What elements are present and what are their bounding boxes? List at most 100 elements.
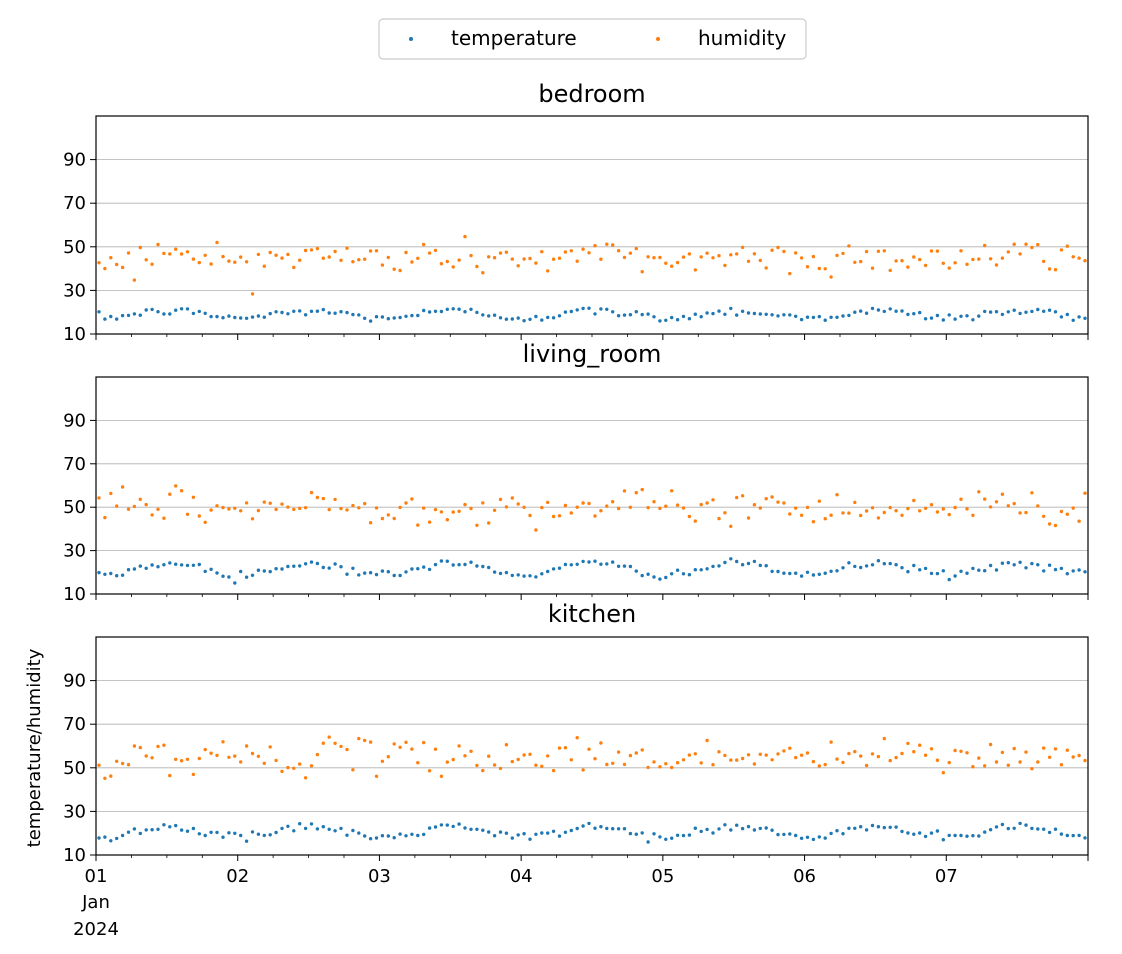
data-point-humidity [451,265,455,269]
data-point-humidity [233,260,237,264]
data-point-temperature [298,564,302,568]
data-point-temperature [770,828,774,832]
data-point-humidity [853,749,857,754]
data-point-humidity [587,747,591,751]
data-point-humidity [268,250,272,255]
data-point-temperature [705,567,709,571]
data-point-temperature [988,828,993,832]
data-point-humidity [221,254,225,259]
data-point-temperature [717,309,721,313]
data-point-temperature [628,313,633,317]
data-point-humidity [723,263,727,268]
data-point-humidity [947,512,951,517]
data-point-humidity [109,491,113,496]
data-point-humidity [687,252,692,256]
data-point-temperature [723,312,727,316]
data-point-temperature [870,823,875,828]
data-point-humidity [374,774,379,778]
data-point-temperature [587,560,591,564]
data-point-temperature [339,310,343,314]
data-point-humidity [410,747,414,751]
data-point-temperature [628,564,633,569]
data-point-humidity [894,259,898,263]
data-point-temperature [752,828,757,832]
data-point-temperature [1018,821,1022,826]
data-point-temperature [227,575,231,579]
data-point-humidity [315,752,320,757]
data-point-humidity [120,485,125,489]
data-point-temperature [357,831,361,835]
data-point-temperature [215,571,219,575]
data-point-temperature [150,563,154,567]
data-point-humidity [823,517,827,521]
data-point-humidity [811,254,816,259]
data-point-temperature [888,561,892,566]
data-point-humidity [900,751,904,756]
data-point-humidity [179,489,184,493]
data-point-temperature [870,563,875,567]
data-point-humidity [303,776,308,780]
data-point-humidity [658,506,662,511]
legend-label-humidity: humidity [698,26,786,50]
data-point-temperature [250,830,255,834]
data-point-temperature [959,833,963,838]
data-point-humidity [994,760,999,764]
data-point-humidity [859,259,863,264]
data-point-temperature [752,559,757,564]
data-point-humidity [392,516,396,521]
data-point-temperature [315,561,320,566]
data-point-humidity [847,244,851,248]
data-point-humidity [333,497,337,502]
data-point-temperature [404,570,408,574]
data-point-humidity [309,248,314,252]
data-point-temperature [138,313,142,317]
data-point-temperature [268,311,272,316]
data-point-humidity [1059,763,1064,767]
data-point-humidity [315,495,320,500]
data-point-temperature [581,559,585,564]
data-point-temperature [244,839,249,843]
data-point-humidity [227,507,231,511]
data-point-temperature [298,309,302,313]
data-point-temperature [1065,833,1070,838]
data-point-temperature [286,564,290,569]
data-point-temperature [1012,826,1016,830]
data-point-humidity [357,258,361,262]
data-point-temperature [233,831,237,835]
data-point-temperature [593,312,597,316]
data-point-humidity [687,753,692,757]
data-point-temperature [540,318,544,322]
data-point-humidity [675,260,680,265]
data-point-temperature [1006,310,1010,314]
data-point-temperature [203,569,207,574]
data-point-humidity [209,751,213,755]
data-point-humidity [805,265,810,269]
data-point-temperature [551,567,556,571]
data-point-temperature [475,310,479,315]
data-point-temperature [794,571,798,575]
data-point-humidity [1030,767,1034,771]
data-point-humidity [1000,492,1005,496]
data-point-temperature [687,317,692,321]
data-point-humidity [587,501,591,506]
data-point-humidity [929,249,934,253]
data-point-temperature [492,834,497,838]
data-point-temperature [492,570,497,574]
data-point-temperature [835,315,839,319]
data-point-temperature [593,559,597,563]
data-point-temperature [492,313,497,317]
data-point-humidity [888,268,892,273]
data-point-humidity [965,262,969,266]
data-point-temperature [363,571,367,575]
data-point-humidity [1018,252,1022,256]
data-point-humidity [859,513,863,518]
data-point-temperature [805,315,810,319]
data-point-temperature [475,827,479,831]
data-point-temperature [445,823,449,827]
data-point-humidity [463,234,467,239]
data-point-temperature [729,557,733,561]
data-point-temperature [599,307,603,311]
data-point-temperature [433,309,438,313]
data-point-humidity [764,753,768,757]
data-point-humidity [327,507,331,512]
